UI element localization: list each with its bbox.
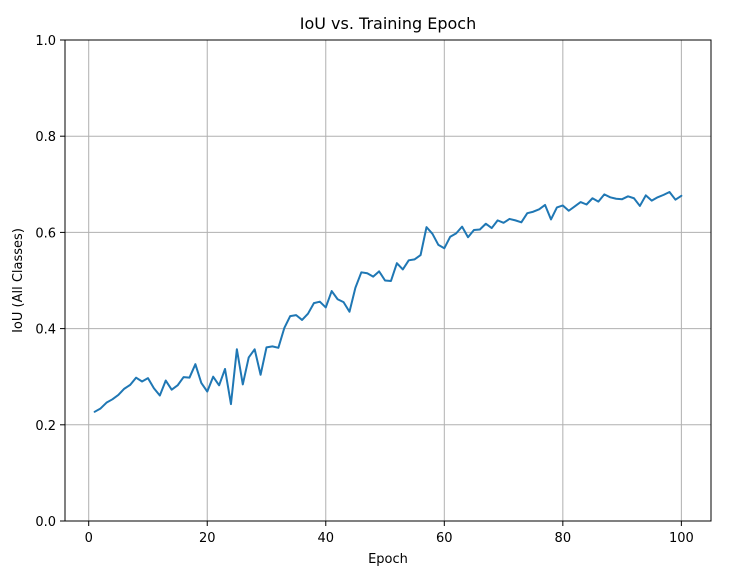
plot-frame [64, 39, 712, 522]
series-line [93, 191, 683, 413]
x-axis-label: Epoch [368, 552, 408, 567]
y-tick-label: 0.6 [35, 226, 56, 241]
y-axis-label: IoU (All Classes) [11, 228, 26, 333]
y-tick-label: 0.0 [35, 515, 56, 530]
y-tick-label: 0.2 [35, 419, 56, 434]
x-tick-label: 0 [85, 531, 93, 546]
x-tick-label: 100 [669, 531, 694, 546]
x-tick-label: 40 [317, 531, 334, 546]
x-tick-label: 60 [436, 531, 453, 546]
axis-ticks: 0 20 40 60 80 100 0.0 0.2 0.4 0.6 0.8 1.0 [35, 34, 693, 546]
y-tick-label: 1.0 [35, 34, 56, 49]
series-group [93, 191, 683, 413]
y-tick-label: 0.4 [35, 323, 56, 338]
x-tick-label: 80 [555, 531, 572, 546]
y-tick-label: 0.8 [35, 130, 56, 145]
x-tick-label: 20 [199, 531, 216, 546]
chart-title: IoU vs. Training Epoch [300, 14, 477, 33]
